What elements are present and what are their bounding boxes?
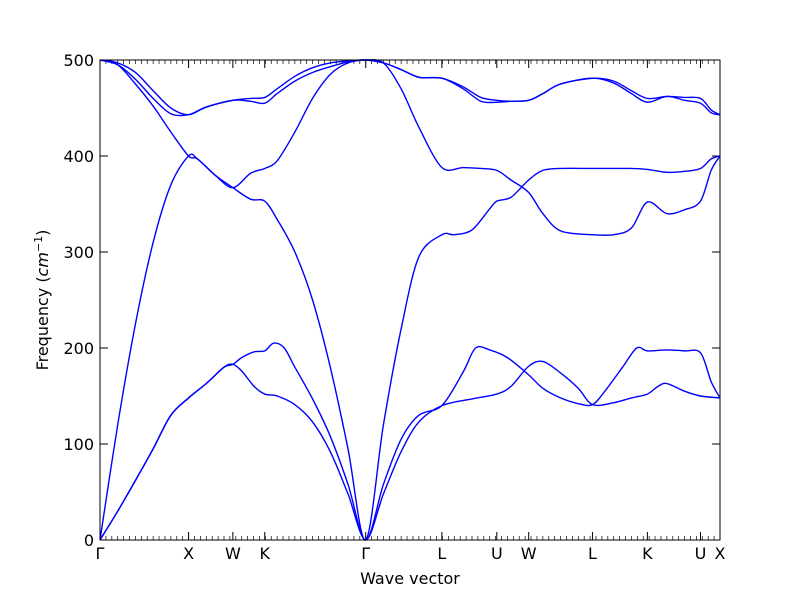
x-tick-label: Γ (96, 544, 105, 563)
y-tick-label: 0 (84, 531, 94, 550)
y-axis-label-text: Frequency (33, 288, 52, 371)
y-tick-labels: 0 100 200 300 400 500 (63, 51, 94, 550)
y-axis-unit: cm (33, 252, 52, 276)
y-tick-label: 100 (63, 435, 94, 454)
x-tick-label: K (259, 544, 270, 563)
y-tick-label: 300 (63, 243, 94, 262)
x-minor-ticks (99, 60, 721, 540)
x-tick-label: X (715, 544, 726, 563)
phonon-band-3 (99, 153, 721, 541)
y-axis-label: Frequency (cm−1) (32, 230, 52, 371)
x-tick-label: U (695, 544, 707, 563)
y-axis-unit-exponent: −1 (32, 236, 45, 252)
x-tick-label: X (183, 544, 194, 563)
plot-area (100, 60, 720, 540)
y-tick-label: 400 (63, 147, 94, 166)
x-tick-label: Γ (361, 544, 370, 563)
x-tick-label: L (437, 544, 446, 563)
x-tick-label: W (225, 544, 241, 563)
y-tick-label: 200 (63, 339, 94, 358)
phonon-bands (99, 58, 721, 541)
x-tick-label: K (642, 544, 653, 563)
phonon-band-6 (99, 59, 721, 116)
x-axis-label: Wave vector (360, 569, 460, 588)
y-tick-label: 500 (63, 51, 94, 70)
x-tick-label: L (588, 544, 597, 563)
x-tick-label: U (491, 544, 503, 563)
phonon-band-4 (99, 58, 721, 237)
plot-frame (99, 59, 721, 541)
phonon-band-2 (99, 342, 721, 541)
x-tick-label: W (521, 544, 537, 563)
